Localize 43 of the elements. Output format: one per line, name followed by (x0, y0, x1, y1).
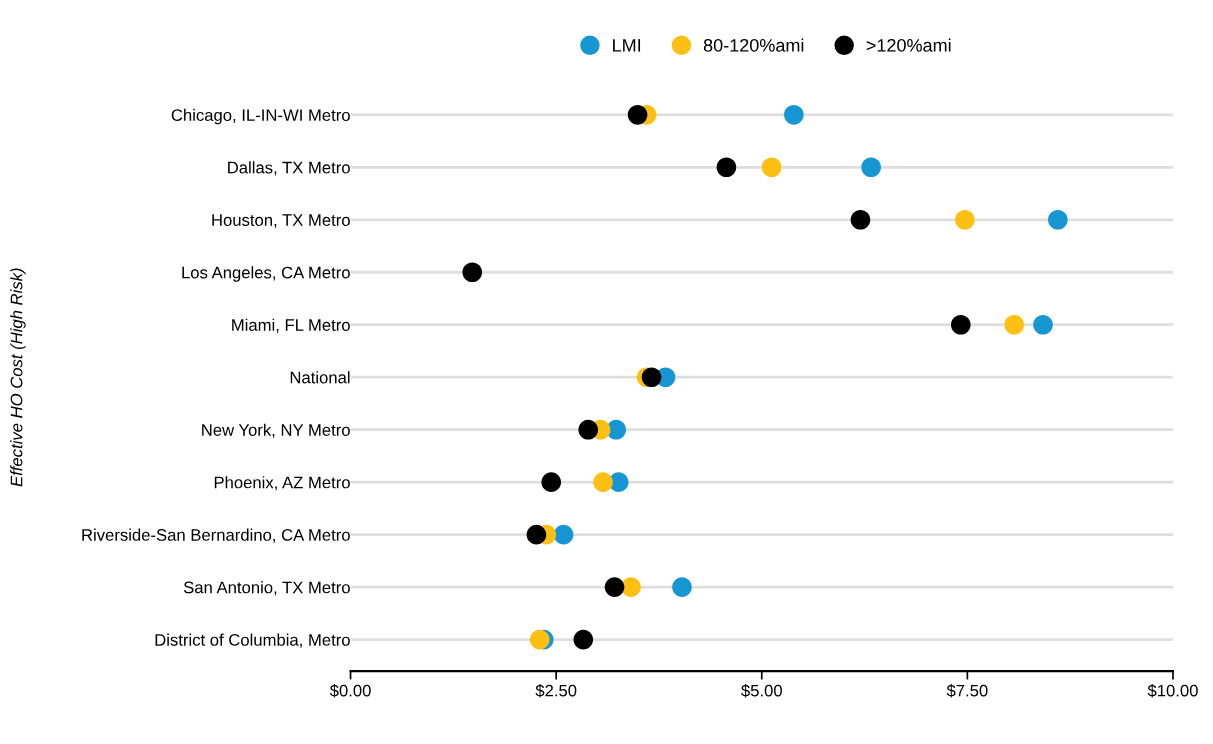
x-tick-label: $2.50 (535, 684, 577, 698)
legend-label: >120%ami (866, 38, 951, 52)
y-tick-label: Riverside-San Bernardino, CA Metro (82, 528, 350, 543)
legend-label: LMI (613, 39, 641, 52)
y-axis-title: Effective HO Cost (High Risk) (10, 268, 26, 487)
x-tick-label: $5.00 (741, 684, 782, 698)
point (573, 629, 594, 650)
point (950, 314, 971, 335)
y-tick-label: Houston, TX Metro (212, 214, 350, 228)
point (761, 157, 782, 178)
point (526, 524, 547, 545)
y-tick-label: Dallas, TX Metro (228, 161, 350, 176)
point (529, 629, 550, 650)
point (850, 209, 871, 230)
y-tick-label: Phoenix, AZ Metro (214, 476, 350, 491)
x-tick-label: $10.00 (1147, 684, 1198, 698)
point (861, 157, 881, 178)
point (462, 262, 483, 283)
y-tick-label: San Antonio, TX Metro (183, 581, 350, 596)
y-tick-label: Los Angeles, CA Metro (182, 266, 350, 282)
y-tick-label: Chicago, IL-IN-WI Metro (171, 108, 350, 125)
point (553, 524, 574, 545)
legend-label: 80-120%ami (703, 38, 804, 52)
point (604, 577, 625, 597)
point (627, 104, 648, 125)
x-tick-label: $7.50 (946, 684, 988, 698)
point (672, 577, 692, 597)
y-tick-label: Miami, FL Metro (232, 318, 350, 333)
point (578, 419, 599, 440)
x-tick-label: $0.00 (329, 684, 371, 698)
point (716, 157, 737, 178)
y-tick-label: National (290, 371, 350, 384)
point (1033, 314, 1053, 335)
y-tick-label: District of Columbia, Metro (155, 633, 350, 648)
point (541, 472, 562, 492)
point (593, 472, 613, 492)
point (955, 209, 975, 230)
point (1048, 209, 1068, 230)
point (784, 104, 804, 125)
y-tick-label: New York, NY Metro (202, 423, 350, 438)
point (641, 367, 662, 388)
point (1004, 314, 1025, 335)
point (621, 577, 641, 597)
